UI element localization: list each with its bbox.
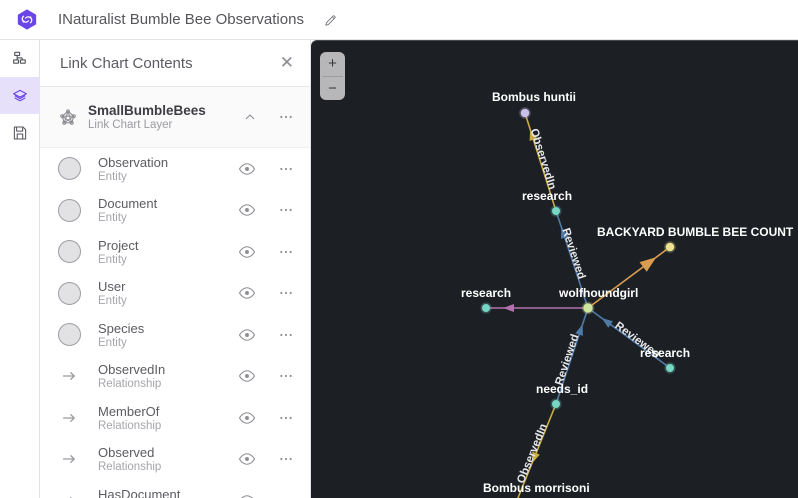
svg-text:research: research	[640, 346, 690, 360]
svg-text:ObservedIn: ObservedIn	[527, 127, 558, 191]
svg-text:Bombus huntii: Bombus huntii	[492, 90, 576, 104]
svg-text:Reviewed: Reviewed	[559, 227, 587, 281]
svg-text:ObservedIn: ObservedIn	[515, 422, 550, 485]
svg-text:Reviewed: Reviewed	[553, 333, 581, 387]
svg-text:Bombus morrisoni: Bombus morrisoni	[483, 481, 590, 495]
svg-text:wolfhoundgirl: wolfhoundgirl	[558, 286, 638, 300]
svg-text:research: research	[461, 286, 511, 300]
svg-text:BACKYARD BUMBLE BEE COUNT: BACKYARD BUMBLE BEE COUNT	[597, 225, 794, 239]
svg-text:needs_id: needs_id	[536, 382, 588, 396]
svg-text:research: research	[522, 189, 572, 203]
